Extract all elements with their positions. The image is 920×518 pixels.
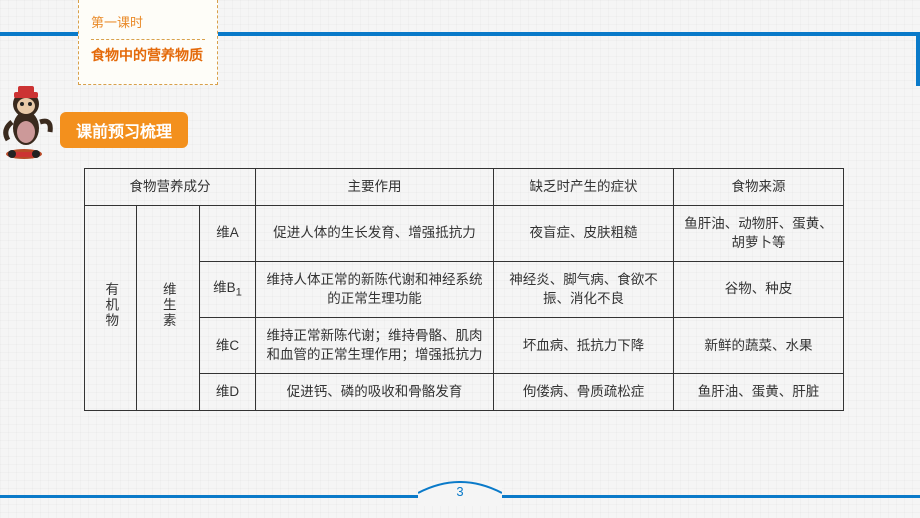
group-outer: 有机物 [85, 205, 137, 410]
cell-name: 维D [200, 373, 256, 410]
th-deficit: 缺乏时产生的症状 [494, 169, 674, 206]
cell-name: 维A [200, 205, 256, 261]
cell-effect: 促进人体的生长发育、增强抵抗力 [256, 205, 494, 261]
section-heading: 课前预习梳理 [60, 112, 188, 148]
cell-deficit: 神经炎、脚气病、食欲不振、消化不良 [494, 261, 674, 317]
lesson-divider [91, 39, 205, 40]
th-effect: 主要作用 [256, 169, 494, 206]
cell-source: 新鲜的蔬菜、水果 [674, 317, 844, 373]
table-row: 有机物 维生素 维A 促进人体的生长发育、增强抵抗力 夜盲症、皮肤粗糙 鱼肝油、… [85, 205, 844, 261]
cell-effect: 维持人体正常的新陈代谢和神经系统的正常生理功能 [256, 261, 494, 317]
lesson-box: 第一课时 食物中的营养物质 [78, 0, 218, 85]
cell-deficit: 坏血病、抵抗力下降 [494, 317, 674, 373]
cell-effect: 维持正常新陈代谢；维持骨骼、肌肉和血管的正常生理作用；增强抵抗力 [256, 317, 494, 373]
mascot-icon [0, 82, 56, 162]
cell-source: 谷物、种皮 [674, 261, 844, 317]
page-number: 3 [418, 482, 502, 502]
th-source: 食物来源 [674, 169, 844, 206]
cell-source: 鱼肝油、蛋黄、肝脏 [674, 373, 844, 410]
lesson-number: 第一课时 [91, 12, 205, 31]
th-component: 食物营养成分 [85, 169, 256, 206]
cell-effect: 促进钙、磷的吸收和骨骼发育 [256, 373, 494, 410]
cell-deficit: 佝偻病、骨质疏松症 [494, 373, 674, 410]
page-indicator: 3 [418, 482, 502, 506]
cell-deficit: 夜盲症、皮肤粗糙 [494, 205, 674, 261]
cell-name: 维B1 [200, 261, 256, 317]
nutrition-table: 食物营养成分 主要作用 缺乏时产生的症状 食物来源 有机物 维生素 维A 促进人… [84, 168, 844, 411]
group-inner: 维生素 [137, 205, 200, 410]
cell-source: 鱼肝油、动物肝、蛋黄、胡萝卜等 [674, 205, 844, 261]
lesson-title: 食物中的营养物质 [91, 46, 205, 64]
table-header-row: 食物营养成分 主要作用 缺乏时产生的症状 食物来源 [85, 169, 844, 206]
cell-name: 维C [200, 317, 256, 373]
